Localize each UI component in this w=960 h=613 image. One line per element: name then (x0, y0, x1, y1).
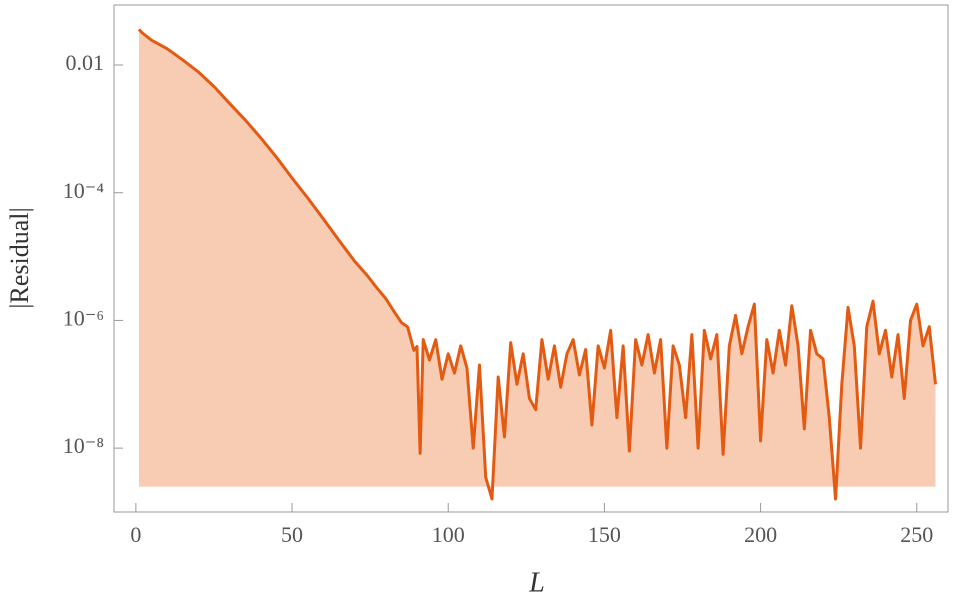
x-tick-label: 200 (744, 522, 777, 547)
plot-frame (113, 4, 949, 513)
area (138, 29, 936, 499)
x-tick-label: 150 (588, 522, 621, 547)
y-tick-label: 10⁻⁶ (63, 305, 104, 330)
y-tick-label: 10⁻⁸ (63, 433, 104, 458)
x-tick-label: 100 (432, 522, 465, 547)
y-axis-label: |Residual| (5, 207, 34, 308)
x-tick-label: 250 (900, 522, 933, 547)
x-tick-label: 0 (130, 522, 141, 547)
line (137, 28, 938, 501)
x-tick-label: 50 (281, 522, 303, 547)
y-tick-label: 10⁻⁴ (63, 178, 105, 203)
y-tick-label: 0.01 (66, 50, 105, 75)
x-axis-label: L (528, 567, 545, 598)
